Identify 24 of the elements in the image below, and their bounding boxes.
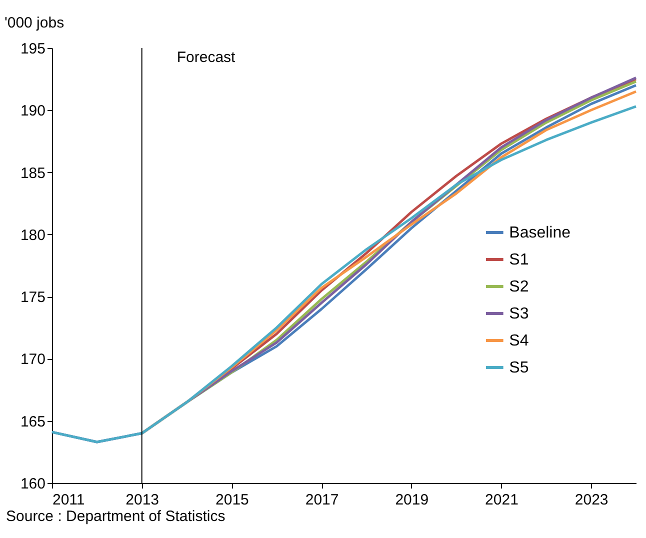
legend-label: S3 [509,306,529,322]
source-note: Source : Department of Statistics [6,508,226,525]
x-tick-label: 2013 [126,492,160,508]
y-tick-label: 165 [20,413,46,430]
x-tick-label: 2017 [305,492,339,508]
ref-line-label: Forecast [176,49,236,66]
y-axis-title: '000 jobs [4,14,64,32]
y-tick-label: 160 [20,476,46,492]
x-tick-label: 2021 [485,492,518,508]
legend-label: S2 [509,278,529,296]
y-tick-label: 170 [20,351,46,368]
y-tick-label: 195 [20,40,46,58]
y-tick-label: 190 [20,102,46,120]
x-tick-label: 2019 [395,492,429,508]
legend-label: S5 [509,360,529,376]
legend-label: S1 [509,252,529,268]
x-tick-label: 2023 [574,492,608,508]
x-tick-label: 2011 [52,492,85,508]
legend-label: Baseline [509,224,571,242]
y-tick-label: 185 [20,164,46,182]
x-tick-label: 2015 [216,492,249,508]
y-tick-label: 180 [20,226,46,244]
y-tick-label: 175 [20,289,46,306]
legend-label: S4 [509,332,529,350]
